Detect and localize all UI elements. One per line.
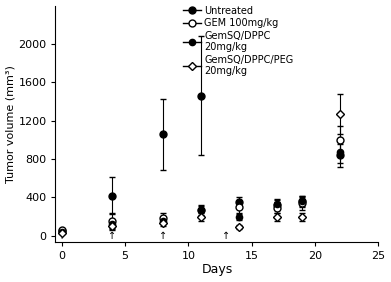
Legend: Untreated, GEM 100mg/kg, GemSQ/DPPC
20mg/kg, GemSQ/DPPC/PEG
20mg/kg: Untreated, GEM 100mg/kg, GemSQ/DPPC 20mg… [183, 6, 294, 76]
Y-axis label: Tumor volume (mm³): Tumor volume (mm³) [5, 65, 16, 182]
Text: ↑: ↑ [159, 231, 167, 241]
Text: ↑: ↑ [108, 231, 117, 241]
X-axis label: Days: Days [201, 263, 233, 276]
Text: ↑: ↑ [58, 231, 66, 241]
Text: ↑: ↑ [222, 231, 230, 241]
